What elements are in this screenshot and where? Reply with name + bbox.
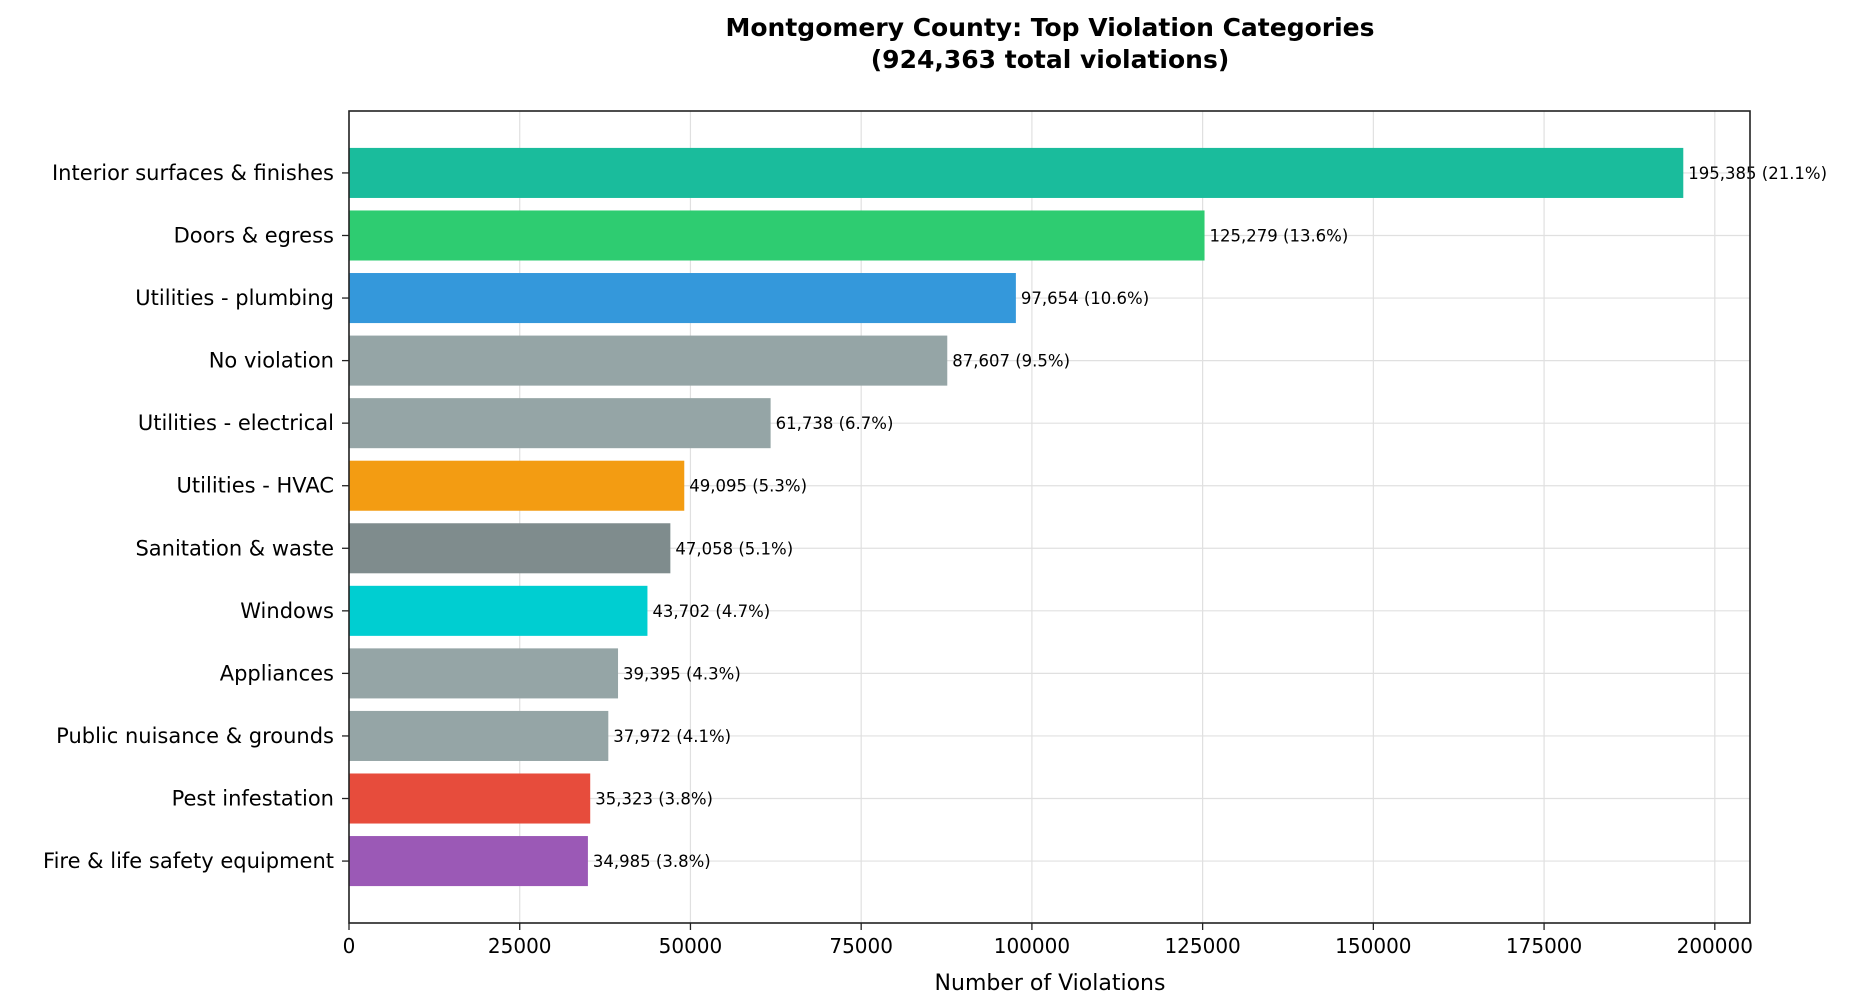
y-tick-label: No violation (209, 349, 334, 373)
y-tick-label: Utilities - HVAC (177, 474, 334, 498)
plot-frame (348, 110, 1751, 924)
x-tick-label: 150000 (1335, 934, 1411, 958)
x-tick-label: 0 (343, 934, 356, 958)
bars: 195,385 (21.1%) 125,279 (13.6%) 97,654 (10… (349, 147, 1827, 887)
y-tick-labels: Interior surfaces & finishes Doors & egre… (43, 161, 349, 873)
bar-value-label: 97,654 (10.6%) (1021, 289, 1149, 308)
bar-value-label: 47,058 (5.1%) (675, 539, 793, 558)
bar-value-label: 61,738 (6.7%) (776, 414, 894, 433)
chart-subtitle: (924,363 total violations) (871, 45, 1230, 74)
y-tick-label: Sanitation & waste (135, 536, 334, 560)
bar-value-label: 37,972 (4.1%) (613, 727, 731, 746)
bar (349, 710, 609, 761)
y-tick-label: Appliances (220, 661, 334, 685)
bar-value-label: 125,279 (13.6%) (1210, 226, 1349, 245)
bar (349, 836, 588, 887)
x-tick-label: 200000 (1677, 934, 1753, 958)
bar (349, 648, 619, 699)
bar (349, 398, 771, 449)
y-tick-label: Pest infestation (172, 787, 334, 811)
bar-value-label: 43,702 (4.7%) (652, 602, 770, 621)
y-tick-label: Utilities - plumbing (135, 286, 334, 310)
bar (349, 210, 1205, 261)
y-tick-label: Doors & egress (174, 223, 334, 247)
x-tick-label: 25000 (488, 934, 552, 958)
y-tick-label: Fire & life safety equipment (43, 849, 334, 873)
bar (349, 147, 1684, 198)
x-tick-label: 175000 (1506, 934, 1582, 958)
bar (349, 335, 948, 386)
bar (349, 523, 671, 574)
x-tick-label: 75000 (829, 934, 893, 958)
bar (349, 585, 648, 636)
x-axis-label: Number of Violations (935, 971, 1166, 996)
y-tick-label: Windows (240, 599, 334, 623)
bar (349, 773, 591, 824)
x-ticks: 0 25000 50000 75000 100000 125000 150000 175000… (343, 923, 1753, 958)
bar-value-label: 34,985 (3.8%) (593, 852, 711, 871)
x-tick-label: 125000 (1164, 934, 1240, 958)
y-tick-label: Interior surfaces & finishes (52, 161, 334, 185)
bar-value-label: 87,607 (9.5%) (952, 352, 1070, 371)
y-tick-label: Public nuisance & grounds (56, 724, 334, 748)
bar-value-label: 49,095 (5.3%) (689, 477, 807, 496)
x-tick-label: 50000 (659, 934, 723, 958)
bar-value-label: 195,385 (21.1%) (1688, 164, 1827, 183)
bar-value-label: 39,395 (4.3%) (623, 664, 741, 683)
y-tick-label: Utilities - electrical (138, 411, 334, 435)
bar (349, 273, 1016, 324)
x-tick-label: 100000 (994, 934, 1070, 958)
bar-value-label: 35,323 (3.8%) (595, 790, 713, 809)
bar (349, 460, 685, 511)
chart-title: Montgomery County: Top Violation Categor… (726, 13, 1375, 42)
